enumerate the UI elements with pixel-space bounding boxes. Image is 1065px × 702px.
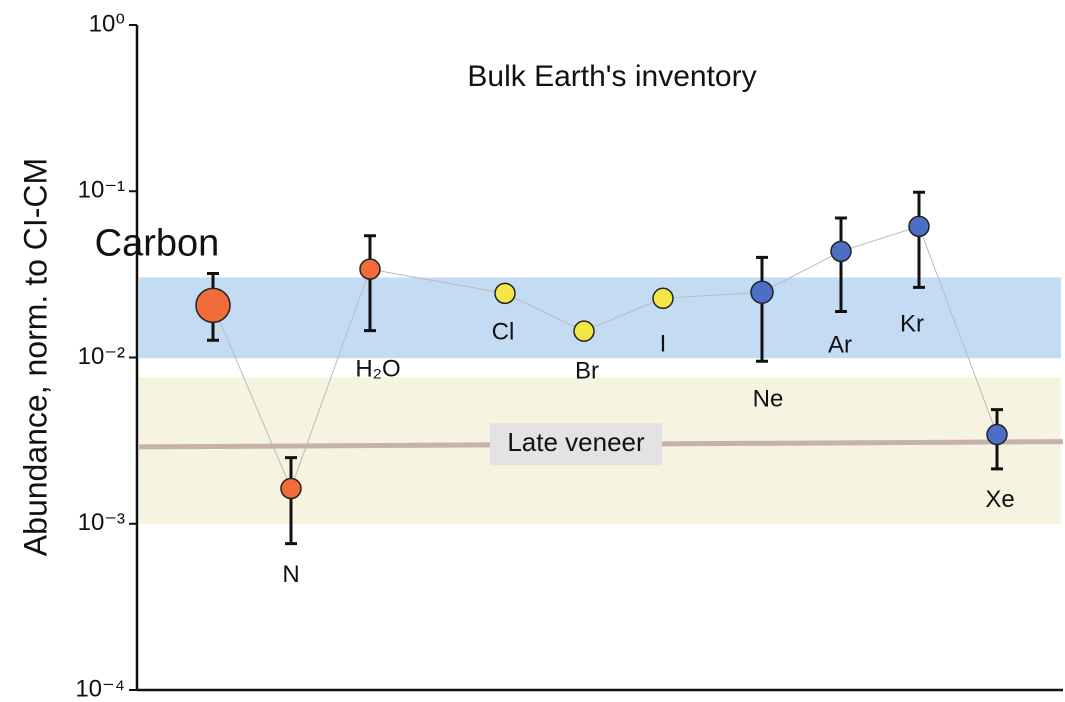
point [494, 282, 516, 305]
band [139, 277, 1061, 359]
error-bar [756, 255, 768, 363]
point-label: Ar [828, 332, 852, 359]
point [195, 287, 231, 324]
error-bar [835, 216, 847, 314]
point [830, 240, 852, 263]
y-tick-label: 10⁻² [78, 343, 125, 370]
error-bar [364, 234, 376, 333]
point-label: N [282, 561, 299, 588]
point-label: Cl [492, 319, 515, 346]
y-tick-label: 10⁰ [89, 10, 125, 37]
connector [212, 225, 998, 490]
label-box [490, 423, 662, 466]
error-bar [285, 456, 297, 546]
y-tick-label: 10⁻³ [78, 509, 125, 536]
point-label: Xe [985, 486, 1014, 513]
point [750, 280, 774, 304]
y-axis-label: Abundance, norm. to CI-CM [17, 158, 53, 556]
point-label: Carbon [95, 222, 220, 264]
point [908, 215, 930, 238]
y-tick-label: 10⁻⁴ [75, 675, 125, 702]
point-label: H₂O [355, 355, 400, 382]
point [986, 423, 1008, 446]
point [280, 477, 302, 500]
point-label: I [660, 331, 667, 358]
point-label: Kr [900, 311, 924, 338]
point [573, 320, 595, 342]
point-label: Br [575, 358, 599, 385]
reference-label: Late veneer [507, 427, 645, 457]
error-bar [913, 190, 925, 289]
point-label: Ne [753, 386, 784, 413]
y-tick-label: 10⁻¹ [78, 177, 125, 204]
point [652, 287, 674, 310]
chart-title: Bulk Earth's inventory [467, 60, 756, 93]
point [359, 258, 381, 280]
